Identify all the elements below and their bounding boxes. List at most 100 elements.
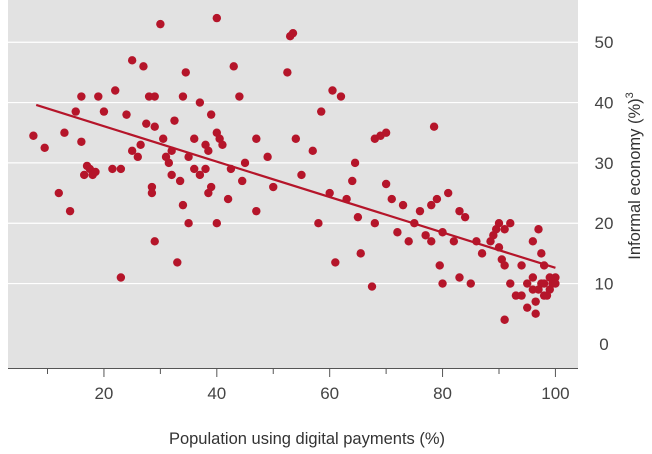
data-point bbox=[195, 170, 205, 180]
data-point bbox=[147, 188, 157, 198]
data-point bbox=[206, 182, 216, 192]
data-point bbox=[537, 249, 546, 258]
data-point bbox=[494, 219, 504, 228]
plot-background bbox=[8, 0, 578, 368]
data-point bbox=[139, 62, 148, 71]
data-point bbox=[150, 92, 159, 101]
data-point bbox=[531, 309, 540, 318]
data-point bbox=[356, 249, 365, 258]
trend-line bbox=[35, 103, 556, 269]
data-point bbox=[71, 107, 80, 116]
data-point bbox=[238, 176, 247, 186]
data-point bbox=[201, 164, 210, 174]
data-point bbox=[494, 243, 504, 252]
data-point bbox=[410, 219, 419, 228]
data-point bbox=[229, 62, 238, 71]
data-point bbox=[184, 219, 193, 228]
data-point bbox=[190, 164, 199, 174]
data-point bbox=[127, 56, 137, 65]
data-point bbox=[133, 152, 143, 162]
data-point bbox=[348, 176, 357, 186]
data-point bbox=[314, 219, 323, 228]
data-point bbox=[353, 212, 363, 222]
data-point bbox=[29, 131, 38, 140]
data-point bbox=[263, 152, 272, 162]
data-point bbox=[393, 228, 402, 237]
data-point bbox=[212, 13, 222, 23]
data-point bbox=[523, 279, 532, 288]
y-axis-title-superscript: 3 bbox=[624, 92, 636, 98]
x-tick-label: 60 bbox=[320, 384, 339, 403]
data-point bbox=[506, 219, 515, 228]
data-point bbox=[455, 273, 464, 282]
data-point bbox=[551, 279, 560, 288]
y-tick-label: 30 bbox=[595, 154, 614, 173]
data-point bbox=[381, 179, 391, 189]
x-axis: 20 40 60 80 100 bbox=[8, 368, 578, 403]
data-point bbox=[147, 182, 157, 192]
y-axis-title-text: Informal economy (%) bbox=[626, 98, 644, 259]
data-point bbox=[40, 143, 49, 153]
data-point bbox=[167, 170, 176, 180]
data-point bbox=[398, 200, 408, 210]
data-point bbox=[184, 152, 193, 162]
data-point bbox=[212, 219, 222, 228]
data-point bbox=[150, 237, 159, 246]
y-axis-tick-labels: 0 10 20 30 40 50 bbox=[595, 33, 614, 354]
data-point bbox=[150, 122, 159, 131]
data-point bbox=[235, 92, 244, 101]
data-point bbox=[122, 110, 131, 119]
plot-area bbox=[8, 0, 578, 368]
data-point bbox=[111, 86, 120, 95]
data-point bbox=[500, 315, 509, 324]
data-point bbox=[500, 225, 509, 234]
data-point bbox=[531, 297, 540, 306]
data-point bbox=[164, 158, 174, 168]
data-point bbox=[308, 146, 317, 156]
data-point bbox=[528, 237, 538, 246]
data-point bbox=[158, 134, 168, 143]
data-points bbox=[29, 13, 560, 324]
data-point bbox=[65, 206, 75, 216]
y-tick-label: 40 bbox=[595, 94, 614, 113]
data-point bbox=[443, 188, 453, 198]
data-point bbox=[54, 188, 63, 198]
data-point bbox=[173, 258, 182, 267]
y-tick-label: 20 bbox=[595, 214, 614, 233]
data-point bbox=[116, 164, 126, 174]
data-point bbox=[427, 200, 436, 210]
data-point bbox=[517, 291, 526, 300]
data-point bbox=[317, 107, 326, 116]
data-point bbox=[195, 98, 205, 107]
data-point bbox=[539, 279, 549, 288]
data-point bbox=[381, 128, 391, 137]
data-point bbox=[252, 134, 261, 143]
data-point bbox=[438, 228, 447, 237]
data-point bbox=[432, 194, 442, 204]
data-point bbox=[415, 206, 425, 216]
data-point bbox=[449, 237, 459, 246]
data-point bbox=[204, 146, 213, 156]
y-tick-label: 10 bbox=[595, 275, 614, 294]
data-point bbox=[325, 188, 334, 198]
data-point bbox=[108, 164, 117, 174]
data-point bbox=[551, 273, 560, 282]
x-axis-title: Population using digital payments (%) bbox=[169, 430, 445, 448]
data-point bbox=[77, 92, 86, 101]
data-point bbox=[226, 164, 236, 174]
data-point bbox=[283, 68, 292, 77]
data-point bbox=[142, 119, 151, 128]
gridlines bbox=[8, 41, 578, 285]
x-tick-label: 100 bbox=[541, 384, 569, 403]
data-point bbox=[421, 231, 430, 240]
data-point bbox=[156, 19, 165, 29]
trend-line-group bbox=[35, 103, 556, 269]
data-point bbox=[435, 261, 444, 270]
data-point bbox=[77, 137, 86, 146]
y-tick-label: 0 bbox=[599, 335, 608, 354]
data-point bbox=[252, 206, 261, 216]
data-point bbox=[178, 92, 188, 101]
y-axis-title: Informal economy (%)3 bbox=[624, 92, 644, 260]
data-point bbox=[181, 68, 190, 77]
